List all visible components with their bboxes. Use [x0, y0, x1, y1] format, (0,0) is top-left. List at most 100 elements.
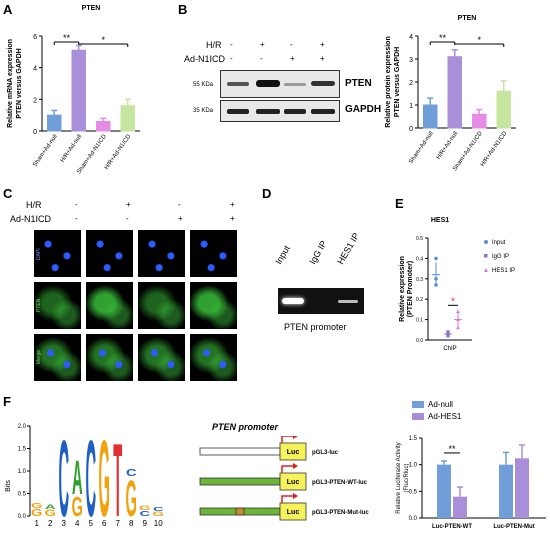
position-label: 2: [48, 519, 53, 528]
y-tick-label: 0.4: [416, 256, 423, 262]
blot-mw-35: 35 KDa: [193, 108, 214, 114]
y-tick-label: 0.5: [18, 492, 27, 498]
micro-hr-sign-2: +: [126, 200, 131, 209]
position-label: 3: [62, 519, 67, 528]
y-tick-label: 0.2: [416, 297, 423, 303]
logo-letter: G: [153, 511, 165, 518]
microscopy-grid: DAPI PTEN Merge: [34, 230, 260, 384]
blot-n1icd-sign-3: +: [290, 54, 295, 63]
micro-hr-label: H/R: [26, 200, 42, 210]
x-tick-label: H/R+Ad-null: [436, 131, 460, 161]
micro-image-pten-3: [138, 282, 185, 329]
construct-label: pGL3-PTEN-WT-luc: [312, 480, 368, 486]
bar: [453, 496, 467, 518]
sig-label: **: [448, 444, 456, 454]
chart-b-protein: PTEN 0 1 2 3 4 Relative protein expression PTEN…: [385, 15, 516, 172]
blot-n1icd-label: Ad-N1ICD: [184, 54, 226, 64]
chart-title: PTEN: [82, 5, 101, 12]
bar: [499, 464, 513, 518]
blot-n1icd-sign-1: -: [230, 54, 233, 63]
luc-box: [279, 442, 307, 461]
sig-label: *: [477, 35, 481, 45]
panel-label-d: D: [262, 186, 272, 201]
chip-gel-panel: Input IgG IP HES1 IP PTEN promoter: [272, 210, 382, 340]
pten-blot: [220, 70, 340, 98]
promoter-title: PTEN promoter: [212, 422, 279, 432]
legend-label: IgG IP: [492, 254, 509, 260]
micro-n1icd-sign-3: +: [178, 214, 183, 223]
micro-hr-sign-4: +: [230, 200, 235, 209]
bar: [437, 464, 451, 518]
logo-letter: G: [31, 507, 43, 518]
blot-mw-55: 55 KDa: [193, 82, 214, 88]
microscopy-panel: H/R Ad-N1ICD - + - + - - + + DAPI PTEN Mer…: [10, 188, 260, 388]
x-tick-label: Sham+Ad-null: [32, 134, 59, 168]
micro-row-label: PTEN: [36, 298, 42, 312]
bar: [447, 56, 462, 129]
y-tick-label: 0.0: [416, 338, 423, 344]
chart-a-mrna: PTEN 0 2 4 6 Relative mRNA expression PTEN ver…: [7, 5, 140, 175]
position-label: 6: [102, 519, 107, 528]
promoter-arrowhead: [293, 436, 298, 439]
legend-swatch: [412, 401, 424, 408]
y-tick-label: 2: [33, 97, 37, 104]
luc-label: Luc: [287, 449, 300, 456]
position-label: 1: [35, 519, 40, 528]
position-label: 8: [129, 519, 134, 528]
gapdh-blot: [220, 100, 340, 122]
micro-n1icd-sign-1: -: [75, 214, 78, 223]
gel-image: [278, 288, 364, 314]
data-point: [434, 277, 438, 281]
data-point: [434, 283, 438, 287]
promoter-arrowhead: [293, 463, 298, 469]
construct-diagrams: Luc pGL3-luc Luc pGL3-PTEN-WT-luc Luc pGL3-PT…: [199, 436, 369, 521]
blot-hr-label: H/R: [206, 40, 222, 50]
y-tick-label: 0.0: [18, 514, 27, 520]
micro-image-merge-4: [190, 334, 237, 381]
legend-marker: [484, 254, 488, 258]
y-axis-label: Relative mRNA expression PTEN versus GAPD…: [7, 39, 23, 128]
y-tick-label: 0.3: [416, 277, 423, 283]
promoter-arrow: [281, 436, 294, 443]
panel-label-e: E: [395, 196, 404, 211]
logo-letter: G: [31, 501, 42, 509]
data-point: [456, 309, 460, 313]
logo-letter: G: [99, 419, 110, 534]
legend-label: Ad-null: [428, 400, 453, 409]
promoter-arrow: [281, 495, 294, 503]
blot-hr-sign-2: +: [260, 40, 265, 49]
construct-promoter: [199, 447, 281, 456]
bar: [96, 121, 111, 132]
luc-label: Luc: [287, 509, 300, 516]
y-tick-label: 6: [33, 34, 37, 41]
y-axis-label: Bits: [5, 480, 12, 492]
panel-label-a: A: [3, 2, 13, 17]
x-tick-label: Sham+Ad-null: [408, 131, 435, 165]
micro-image-merge-1: Merge: [34, 334, 81, 381]
y-tick-label: 1.0: [18, 469, 27, 475]
micro-image-dapi-4: [190, 230, 237, 277]
bar: [423, 104, 438, 129]
chart-title: HES1: [431, 217, 449, 224]
data-point: [446, 330, 450, 334]
micro-n1icd-sign-4: +: [230, 214, 235, 223]
micro-image-dapi-3: [138, 230, 185, 277]
blot-hr-sign-1: -: [230, 40, 233, 49]
blot-n1icd-sign-4: +: [320, 54, 325, 63]
y-tick-label: 0.5: [409, 489, 418, 495]
blot-hr-sign-3: -: [290, 40, 293, 49]
logo-letter: G: [126, 470, 137, 527]
blot-band-gapdh: GAPDH: [345, 104, 382, 115]
x-tick-label: Luc-PTEN-WT: [432, 524, 472, 530]
legend-marker: [484, 240, 488, 244]
micro-n1icd-sign-2: -: [126, 214, 129, 223]
y-axis-label: Relative expression(PTEN Promoter): [399, 256, 414, 322]
y-tick-label: 4: [33, 66, 37, 73]
position-label: 5: [89, 519, 94, 528]
logo-letter: C: [139, 509, 150, 517]
y-tick-label: 0.5: [416, 236, 423, 242]
logo-letter: A: [45, 504, 56, 511]
bar: [120, 105, 135, 132]
chart-e-chip: HES1 0.0 0.1 0.2 0.3 0.4 0.5 Relative expressio…: [399, 217, 515, 352]
